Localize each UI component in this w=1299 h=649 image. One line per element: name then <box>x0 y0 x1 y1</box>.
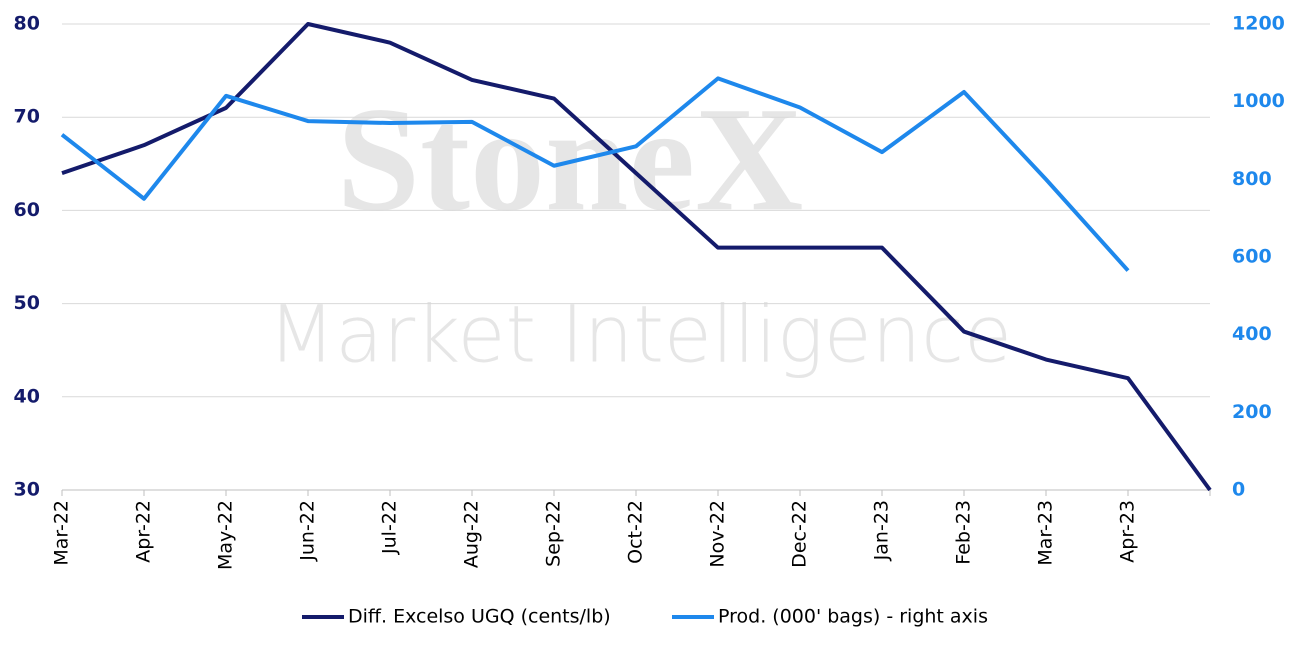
y2-tick-label: 1200 <box>1232 13 1285 35</box>
y2-tick-label: 400 <box>1232 323 1272 345</box>
legend-label: Diff. Excelso UGQ (cents/lb) <box>348 606 611 628</box>
y2-tick-label: 1000 <box>1232 90 1285 112</box>
watermark: Market Intelligence <box>268 291 1012 381</box>
x-tick-label: Jan-23 <box>871 500 893 561</box>
x-tick-label: Feb-23 <box>953 500 975 565</box>
x-tick-label: Dec-22 <box>789 500 811 568</box>
y-tick-label: 30 <box>14 479 40 501</box>
x-tick-label: May-22 <box>215 500 237 570</box>
y-tick-label: 80 <box>14 13 40 35</box>
x-tick-label: Apr-22 <box>133 500 155 563</box>
y2-tick-label: 0 <box>1232 479 1245 501</box>
x-tick-label: Jul-22 <box>379 500 401 555</box>
x-tick-label: Oct-22 <box>625 500 647 564</box>
series-line <box>60 76 1130 272</box>
x-tick-label: Mar-22 <box>51 500 73 566</box>
y-tick-label: 40 <box>14 385 40 407</box>
series-line <box>61 22 1212 492</box>
x-tick-label: Aug-22 <box>461 500 483 568</box>
legend-label: Prod. (000' bags) - right axis <box>718 606 988 628</box>
x-tick-label: Mar-23 <box>1035 500 1057 566</box>
y-tick-label: 60 <box>14 199 40 221</box>
y2-tick-label: 600 <box>1232 246 1272 268</box>
x-tick-label: Nov-22 <box>707 500 729 568</box>
y-tick-label: 70 <box>14 106 40 128</box>
watermark: StoneX <box>337 76 804 242</box>
x-tick-label: Apr-23 <box>1117 500 1139 563</box>
y2-tick-label: 800 <box>1232 168 1272 190</box>
y2-tick-label: 200 <box>1232 401 1272 423</box>
y-tick-label: 50 <box>14 292 40 314</box>
x-tick-label: Jun-22 <box>297 500 319 562</box>
x-tick-label: Sep-22 <box>543 500 565 567</box>
